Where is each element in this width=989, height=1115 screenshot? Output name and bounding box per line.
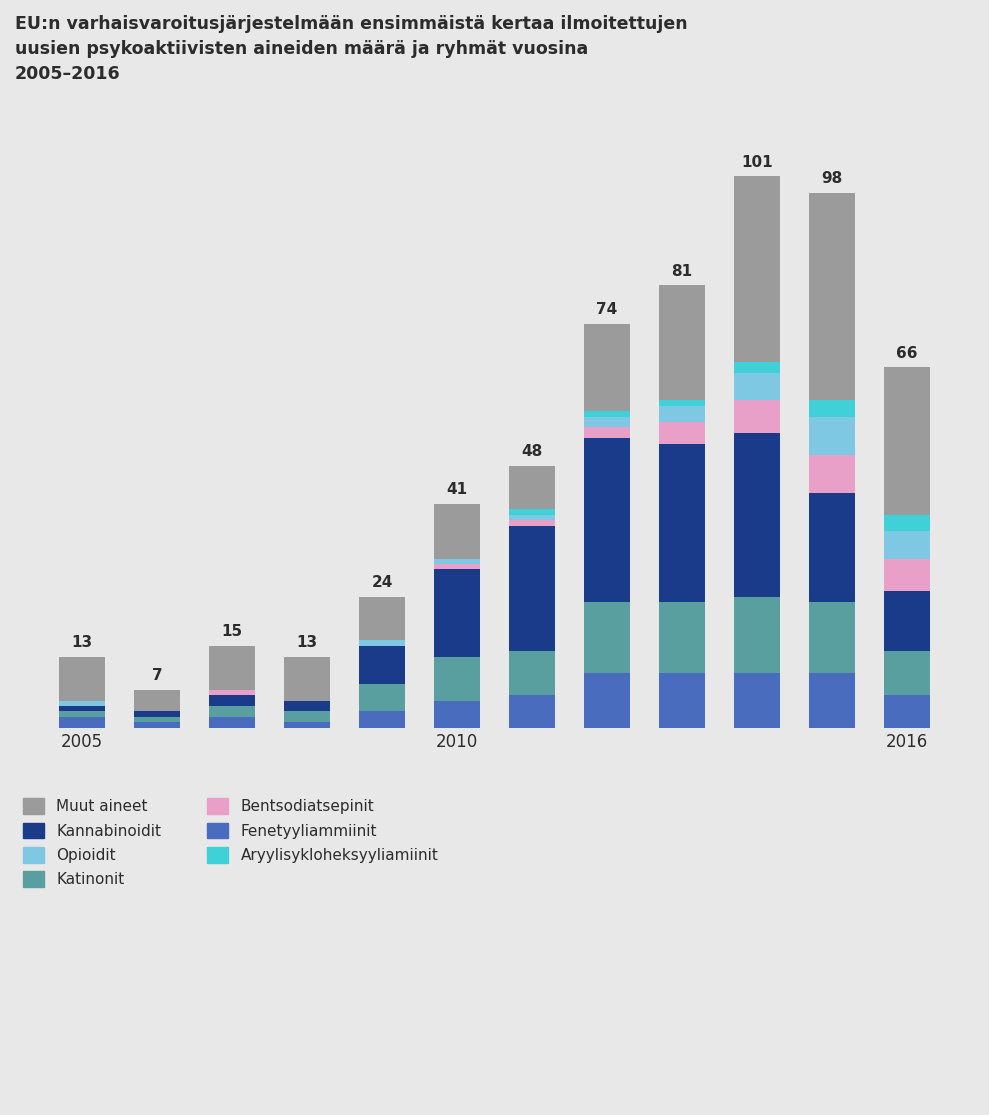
Bar	[659, 673, 705, 728]
Bar	[508, 515, 555, 521]
Text: EU:n varhaisvaroitusjärjestelmään ensimmäistä kertaa ilmoitettujen
uusien psykoa: EU:n varhaisvaroitusjärjestelmään ensimm…	[15, 14, 687, 83]
Bar	[584, 323, 630, 411]
Bar	[884, 559, 931, 591]
Bar	[434, 504, 481, 559]
Bar	[209, 717, 255, 728]
Text: 13: 13	[71, 636, 92, 650]
Bar	[809, 673, 855, 728]
Bar	[359, 640, 405, 646]
Bar	[134, 689, 180, 711]
Bar	[584, 427, 630, 438]
Bar	[734, 433, 780, 597]
Bar	[434, 564, 481, 570]
Bar	[884, 651, 931, 695]
Bar	[58, 700, 105, 706]
Bar	[584, 417, 630, 427]
Bar	[809, 417, 855, 455]
Bar	[659, 421, 705, 444]
Bar	[584, 411, 630, 417]
Bar	[884, 695, 931, 728]
Text: 48: 48	[521, 444, 543, 459]
Bar	[734, 400, 780, 433]
Bar	[58, 717, 105, 728]
Bar	[584, 438, 630, 602]
Bar	[734, 176, 780, 362]
Legend: Muut aineet, Kannabinoidit, Opioidit, Katinonit, Bentsodiatsepinit, Fenetyyliamm: Muut aineet, Kannabinoidit, Opioidit, Ka…	[23, 798, 438, 888]
Bar	[734, 597, 780, 673]
Bar	[508, 695, 555, 728]
Text: 101: 101	[742, 155, 773, 169]
Text: 66: 66	[896, 346, 918, 361]
Bar	[809, 455, 855, 493]
Bar	[134, 711, 180, 717]
Bar	[734, 362, 780, 372]
Bar	[508, 510, 555, 515]
Bar	[809, 602, 855, 673]
Bar	[508, 651, 555, 695]
Bar	[734, 673, 780, 728]
Bar	[359, 597, 405, 640]
Bar	[884, 591, 931, 651]
Bar	[434, 700, 481, 728]
Bar	[734, 372, 780, 400]
Bar	[209, 689, 255, 695]
Bar	[884, 531, 931, 559]
Text: 13: 13	[297, 636, 317, 650]
Bar	[209, 646, 255, 689]
Bar	[809, 400, 855, 417]
Text: 15: 15	[222, 624, 242, 639]
Bar	[134, 723, 180, 728]
Text: 24: 24	[371, 575, 393, 590]
Bar	[209, 695, 255, 706]
Bar	[284, 711, 330, 723]
Bar	[508, 521, 555, 526]
Bar	[284, 700, 330, 711]
Bar	[58, 657, 105, 700]
Bar	[884, 515, 931, 531]
Bar	[659, 285, 705, 400]
Bar	[659, 602, 705, 673]
Bar	[58, 711, 105, 717]
Bar	[434, 570, 481, 657]
Bar	[508, 466, 555, 510]
Bar	[134, 717, 180, 723]
Bar	[659, 406, 705, 421]
Text: 74: 74	[596, 302, 618, 317]
Bar	[359, 685, 405, 711]
Text: 41: 41	[446, 483, 468, 497]
Bar	[284, 723, 330, 728]
Bar	[359, 646, 405, 685]
Text: 98: 98	[822, 171, 843, 186]
Text: 81: 81	[672, 264, 692, 279]
Text: 7: 7	[151, 668, 162, 683]
Bar	[508, 526, 555, 651]
Bar	[809, 193, 855, 400]
Bar	[434, 657, 481, 700]
Bar	[884, 368, 931, 515]
Bar	[659, 444, 705, 602]
Bar	[659, 400, 705, 406]
Bar	[284, 657, 330, 700]
Bar	[359, 711, 405, 728]
Bar	[809, 493, 855, 602]
Bar	[584, 673, 630, 728]
Bar	[58, 706, 105, 711]
Bar	[584, 602, 630, 673]
Bar	[209, 706, 255, 717]
Bar	[434, 559, 481, 564]
